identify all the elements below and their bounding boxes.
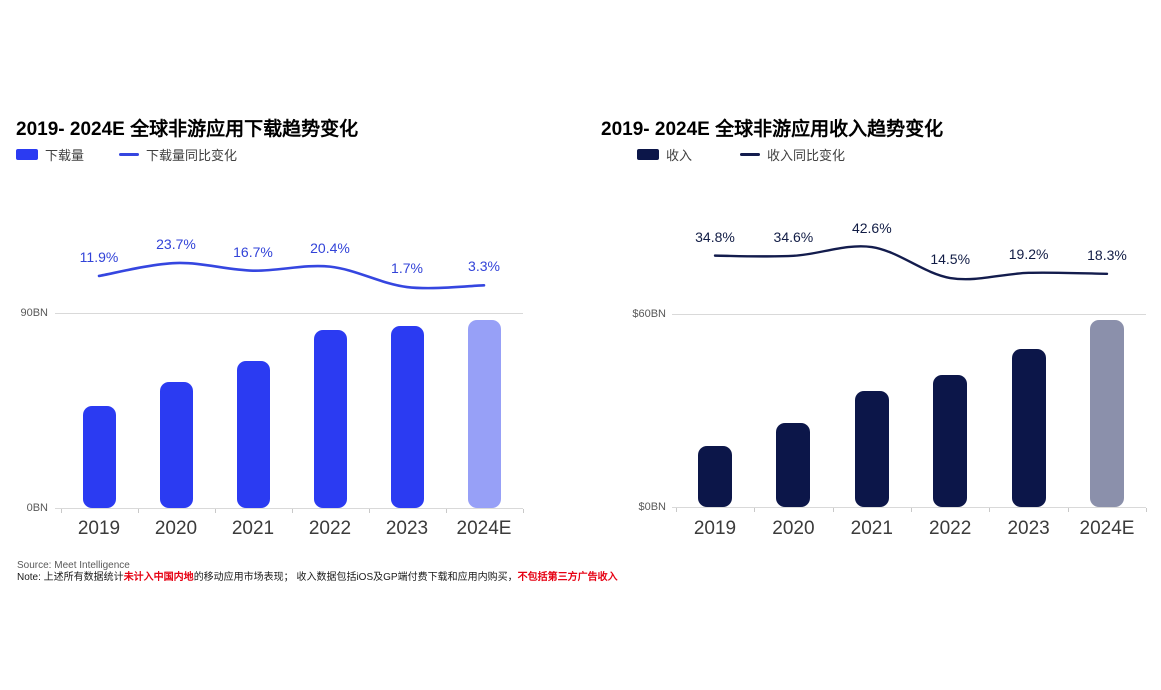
revenue-axis-tick <box>989 508 991 512</box>
revenue-yoy-label-2023: 19.2% <box>1008 245 1049 262</box>
revenue-yoy-label-2020: 34.6% <box>773 228 814 245</box>
revenue-yoy-label-2021: 42.6% <box>851 220 892 236</box>
downloads-bar-2023 <box>390 326 424 508</box>
data-note: Note: 上述所有数据统计未计入中国内地的移动应用市场表现； 收入数据包括iO… <box>17 572 618 584</box>
downloads-axis-tick <box>214 509 216 513</box>
downloads-y-tick-label: 0BN <box>26 502 48 514</box>
downloads-axis-tick <box>137 509 139 513</box>
revenue-x-label-2022: 2022 <box>929 518 972 539</box>
revenue-bar-legend-label: 收入 <box>666 147 693 163</box>
revenue-x-label-2020: 2020 <box>772 518 815 539</box>
downloads-x-label-2023: 2023 <box>385 518 429 539</box>
downloads-bar-2022 <box>313 330 347 508</box>
revenue-bar-2022 <box>933 375 968 507</box>
downloads-axis-tick <box>60 509 62 513</box>
revenue-line-legend-label: 收入同比变化 <box>767 147 846 163</box>
downloads-yoy-label-2021: 16.7% <box>233 243 273 260</box>
revenue-line-legend-swatch-icon <box>740 152 761 156</box>
downloads-bar-2021 <box>236 360 270 508</box>
downloads-bar-legend-swatch-icon <box>16 148 38 160</box>
downloads-top-gridline <box>55 313 523 314</box>
downloads-line-legend-label: 下载量同比变化 <box>146 147 238 163</box>
downloads-x-label-2019: 2019 <box>77 518 121 539</box>
downloads-axis-tick <box>522 509 524 513</box>
downloads-y-tick-label: 90BN <box>20 307 48 319</box>
downloads-yoy-label-2022: 20.4% <box>310 239 350 256</box>
note-prefix: Note: 上述所有数据统计 <box>17 572 124 583</box>
revenue-y-tick-label: $0BN <box>638 501 666 513</box>
downloads-axis-tick <box>368 509 370 513</box>
downloads-line-legend-swatch-icon <box>119 152 140 156</box>
revenue-axis-tick <box>911 508 912 512</box>
downloads-chart-title: 2019- 2024E 全球非游应用下载趋势变化 <box>16 119 359 140</box>
downloads-x-label-2021: 2021 <box>231 518 275 539</box>
revenue-x-label-2023: 2023 <box>1007 518 1050 539</box>
revenue-bar-2023 <box>1011 349 1046 507</box>
downloads-axis-tick <box>445 509 447 513</box>
downloads-x-label-2024E: 2024E <box>456 518 512 539</box>
downloads-axis-tick <box>291 509 293 513</box>
revenue-yoy-label-2022: 14.5% <box>930 251 971 267</box>
revenue-x-label-2024E: 2024E <box>1079 518 1135 539</box>
revenue-chart-title: 2019- 2024E 全球非游应用收入趋势变化 <box>601 119 944 140</box>
revenue-bar-2020 <box>776 423 811 507</box>
note-mid: 的移动应用市场表现； 收入数据包括iOS及GP端付费下载和应用内购买， <box>193 572 518 583</box>
downloads-yoy-label-2020: 23.7% <box>156 236 196 253</box>
source-note: Source: Meet Intelligence <box>17 560 130 571</box>
revenue-bar-legend-swatch-icon <box>637 148 659 160</box>
downloads-x-label-2022: 2022 <box>308 518 352 539</box>
revenue-axis-tick <box>1067 508 1069 512</box>
revenue-axis-baseline <box>672 507 1146 508</box>
downloads-bar-2024E <box>467 319 501 508</box>
revenue-y-tick-label: $60BN <box>632 308 666 320</box>
revenue-bar-2024E <box>1090 320 1124 507</box>
revenue-x-label-2019: 2019 <box>693 518 737 539</box>
revenue-axis-tick <box>1146 508 1148 512</box>
revenue-bar-2019 <box>698 445 732 507</box>
revenue-yoy-label-2024E: 18.3% <box>1087 246 1127 263</box>
revenue-chart-legend: 收入 收入同比变化 <box>637 147 846 163</box>
revenue-yoy-label-2019: 34.8% <box>695 228 735 245</box>
revenue-axis-tick <box>754 508 756 512</box>
revenue-axis-tick <box>675 508 677 512</box>
downloads-bar-2020 <box>159 382 193 508</box>
note-red-segment-1: 未计入中国内地 <box>123 572 194 583</box>
revenue-top-gridline <box>672 314 1146 315</box>
downloads-axis-baseline <box>55 508 523 509</box>
downloads-chart-legend: 下载量 下载量同比变化 <box>16 147 238 163</box>
note-red-segment-2: 不包括第三方广告收入 <box>517 572 618 583</box>
revenue-axis-tick <box>832 508 834 512</box>
downloads-bar-legend-label: 下载量 <box>45 147 85 163</box>
revenue-x-label-2021: 2021 <box>850 518 893 539</box>
revenue-bar-2021 <box>854 391 889 507</box>
downloads-yoy-label-2019: 11.9% <box>79 248 119 265</box>
downloads-bar-2019 <box>82 406 116 508</box>
downloads-x-label-2020: 2020 <box>154 518 198 539</box>
